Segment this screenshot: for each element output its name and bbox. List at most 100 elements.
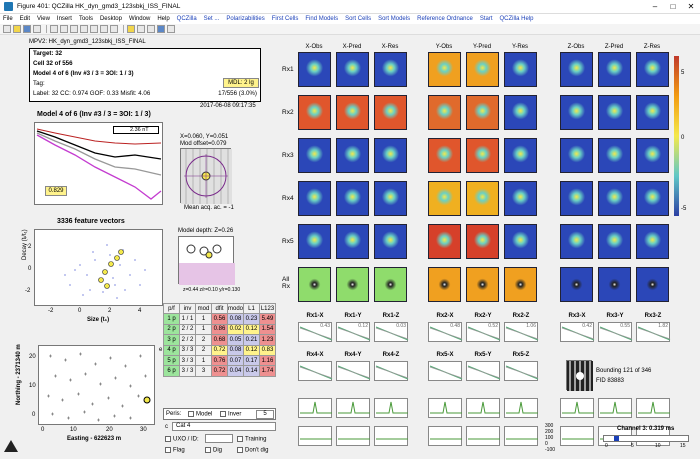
tile-all-y-pred[interactable] (466, 267, 499, 302)
flat-plot[interactable] (374, 426, 408, 446)
tile-all-x-obs[interactable] (298, 267, 331, 302)
save-icon[interactable] (23, 25, 31, 33)
flat-plot[interactable] (298, 426, 332, 446)
feature-scatter-plot[interactable] (34, 229, 163, 306)
tile-rx4-x-pred[interactable] (336, 181, 369, 216)
tile-rx3-x-res[interactable] (374, 138, 407, 173)
table-row[interactable]: 3 p 2 / 2 2 0.68 0.05 0.21 1.23 (163, 334, 277, 346)
legend-icon[interactable] (147, 25, 155, 33)
tile-rx4-y-pred[interactable] (466, 181, 499, 216)
tile-rx5-y-res[interactable] (504, 224, 537, 259)
tile-rx1-z-obs[interactable] (560, 52, 593, 87)
mini-plot-rx4-y[interactable] (336, 361, 371, 381)
mini-plot-rx2-z[interactable]: 1.06 (504, 322, 539, 342)
tile-rx4-z-res[interactable] (636, 181, 669, 216)
tile-rx2-z-res[interactable] (636, 95, 669, 130)
category-field[interactable]: Cat 4 (172, 422, 276, 431)
spike-plot[interactable] (560, 398, 594, 418)
tile-rx3-z-pred[interactable] (598, 138, 631, 173)
spike-plot[interactable] (428, 398, 462, 418)
flat-plot[interactable] (560, 426, 594, 446)
minimize-button[interactable]: – (652, 2, 658, 11)
pointer-icon[interactable] (50, 25, 58, 33)
mini-plot-rx1-y[interactable]: 0.12 (336, 322, 371, 342)
spike-plot[interactable] (466, 398, 500, 418)
mini-plot-rx3-y[interactable]: 0.55 (598, 322, 633, 342)
tile-rx1-z-pred[interactable] (598, 52, 631, 87)
menu-find-models[interactable]: Find Models (305, 16, 339, 22)
flat-plot[interactable] (466, 426, 500, 446)
tile-rx3-x-pred[interactable] (336, 138, 369, 173)
flag-checkbox[interactable]: Flag (165, 447, 185, 454)
menu-help[interactable]: Help (157, 16, 170, 22)
tile-rx2-z-obs[interactable] (560, 95, 593, 130)
tile-all-x-res[interactable] (374, 267, 407, 302)
menu-insert[interactable]: Insert (56, 16, 72, 22)
dont-dig-checkbox[interactable]: Don't dig (237, 447, 269, 454)
inver-checkbox[interactable]: Inver (220, 411, 241, 418)
tile-rx2-y-res[interactable] (504, 95, 537, 130)
tile-rx3-y-res[interactable] (504, 138, 537, 173)
flat-plot[interactable] (504, 426, 538, 446)
dig-checkbox[interactable]: Dig (205, 447, 222, 454)
menu-window[interactable]: Window (128, 16, 151, 22)
tile-rx5-z-obs[interactable] (560, 224, 593, 259)
table-row[interactable]: 6 p 3 / 3 3 0.72 0.04 0.14 1.74 (163, 365, 277, 377)
menu-qczilla-help[interactable]: QCZilla Help (499, 16, 534, 22)
tile-rx5-y-pred[interactable] (466, 224, 499, 259)
datacursor-icon[interactable] (100, 25, 108, 33)
menu-sort-models[interactable]: Sort Models (378, 16, 411, 22)
site-map-plot[interactable] (38, 345, 155, 425)
show-tools-icon[interactable] (167, 25, 175, 33)
mini-plot-rx5-z[interactable] (504, 361, 539, 381)
mini-plot-rx2-x[interactable]: 0.48 (428, 322, 463, 342)
tile-rx1-x-res[interactable] (374, 52, 407, 87)
mini-plot-rx5-x[interactable] (428, 361, 463, 381)
mini-plot-rx3-z[interactable]: 1.82 (636, 322, 671, 342)
zoom-out-icon[interactable] (70, 25, 78, 33)
tile-rx4-z-obs[interactable] (560, 181, 593, 216)
menu-first-cells[interactable]: First Cells (271, 16, 299, 22)
tile-all-z-pred[interactable] (598, 267, 631, 302)
rotate-icon[interactable] (90, 25, 98, 33)
tile-rx2-y-obs[interactable] (428, 95, 461, 130)
flat-plot[interactable] (428, 426, 462, 446)
new-figure-icon[interactable] (3, 25, 11, 33)
table-row[interactable]: 1 p 1 / 1 1 0.56 0.08 0.23 5.49 (163, 313, 277, 325)
model-checkbox[interactable]: Model (188, 411, 212, 418)
mini-plot-rx4-x[interactable] (298, 361, 333, 381)
mini-plot-rx4-z[interactable] (374, 361, 409, 381)
training-checkbox[interactable]: Training (237, 436, 266, 443)
pan-icon[interactable] (80, 25, 88, 33)
tile-rx4-x-obs[interactable] (298, 181, 331, 216)
mini-plot-rx3-x[interactable]: 0.42 (560, 322, 595, 342)
brush-icon[interactable] (110, 25, 118, 33)
tile-rx3-y-pred[interactable] (466, 138, 499, 173)
close-button[interactable]: ✕ (687, 2, 695, 11)
tile-rx2-x-obs[interactable] (298, 95, 331, 130)
menu-qczilla[interactable]: QCZilla (176, 16, 197, 22)
tile-rx1-z-res[interactable] (636, 52, 669, 87)
menu-file[interactable]: File (3, 16, 13, 22)
tile-rx5-y-obs[interactable] (428, 224, 461, 259)
tile-rx5-z-pred[interactable] (598, 224, 631, 259)
tile-rx3-z-res[interactable] (636, 138, 669, 173)
tile-rx2-y-pred[interactable] (466, 95, 499, 130)
tile-rx4-z-pred[interactable] (598, 181, 631, 216)
tile-all-z-obs[interactable] (560, 267, 593, 302)
tile-all-x-pred[interactable] (336, 267, 369, 302)
tile-rx4-y-res[interactable] (504, 181, 537, 216)
mini-plot-rx2-y[interactable]: 0.52 (466, 322, 501, 342)
menu-start[interactable]: Start (479, 16, 493, 22)
tile-all-y-obs[interactable] (428, 267, 461, 302)
spike-plot[interactable] (636, 398, 670, 418)
tile-rx1-x-obs[interactable] (298, 52, 331, 87)
tile-rx1-x-pred[interactable] (336, 52, 369, 87)
tile-rx3-y-obs[interactable] (428, 138, 461, 173)
menu-view[interactable]: View (37, 16, 50, 22)
tile-rx2-x-pred[interactable] (336, 95, 369, 130)
tile-rx5-z-res[interactable] (636, 224, 669, 259)
tile-all-y-res[interactable] (504, 267, 537, 302)
mini-plot-rx1-z[interactable]: 0.03 (374, 322, 409, 342)
mini-plot-rx1-x[interactable]: 0.43 (298, 322, 333, 342)
